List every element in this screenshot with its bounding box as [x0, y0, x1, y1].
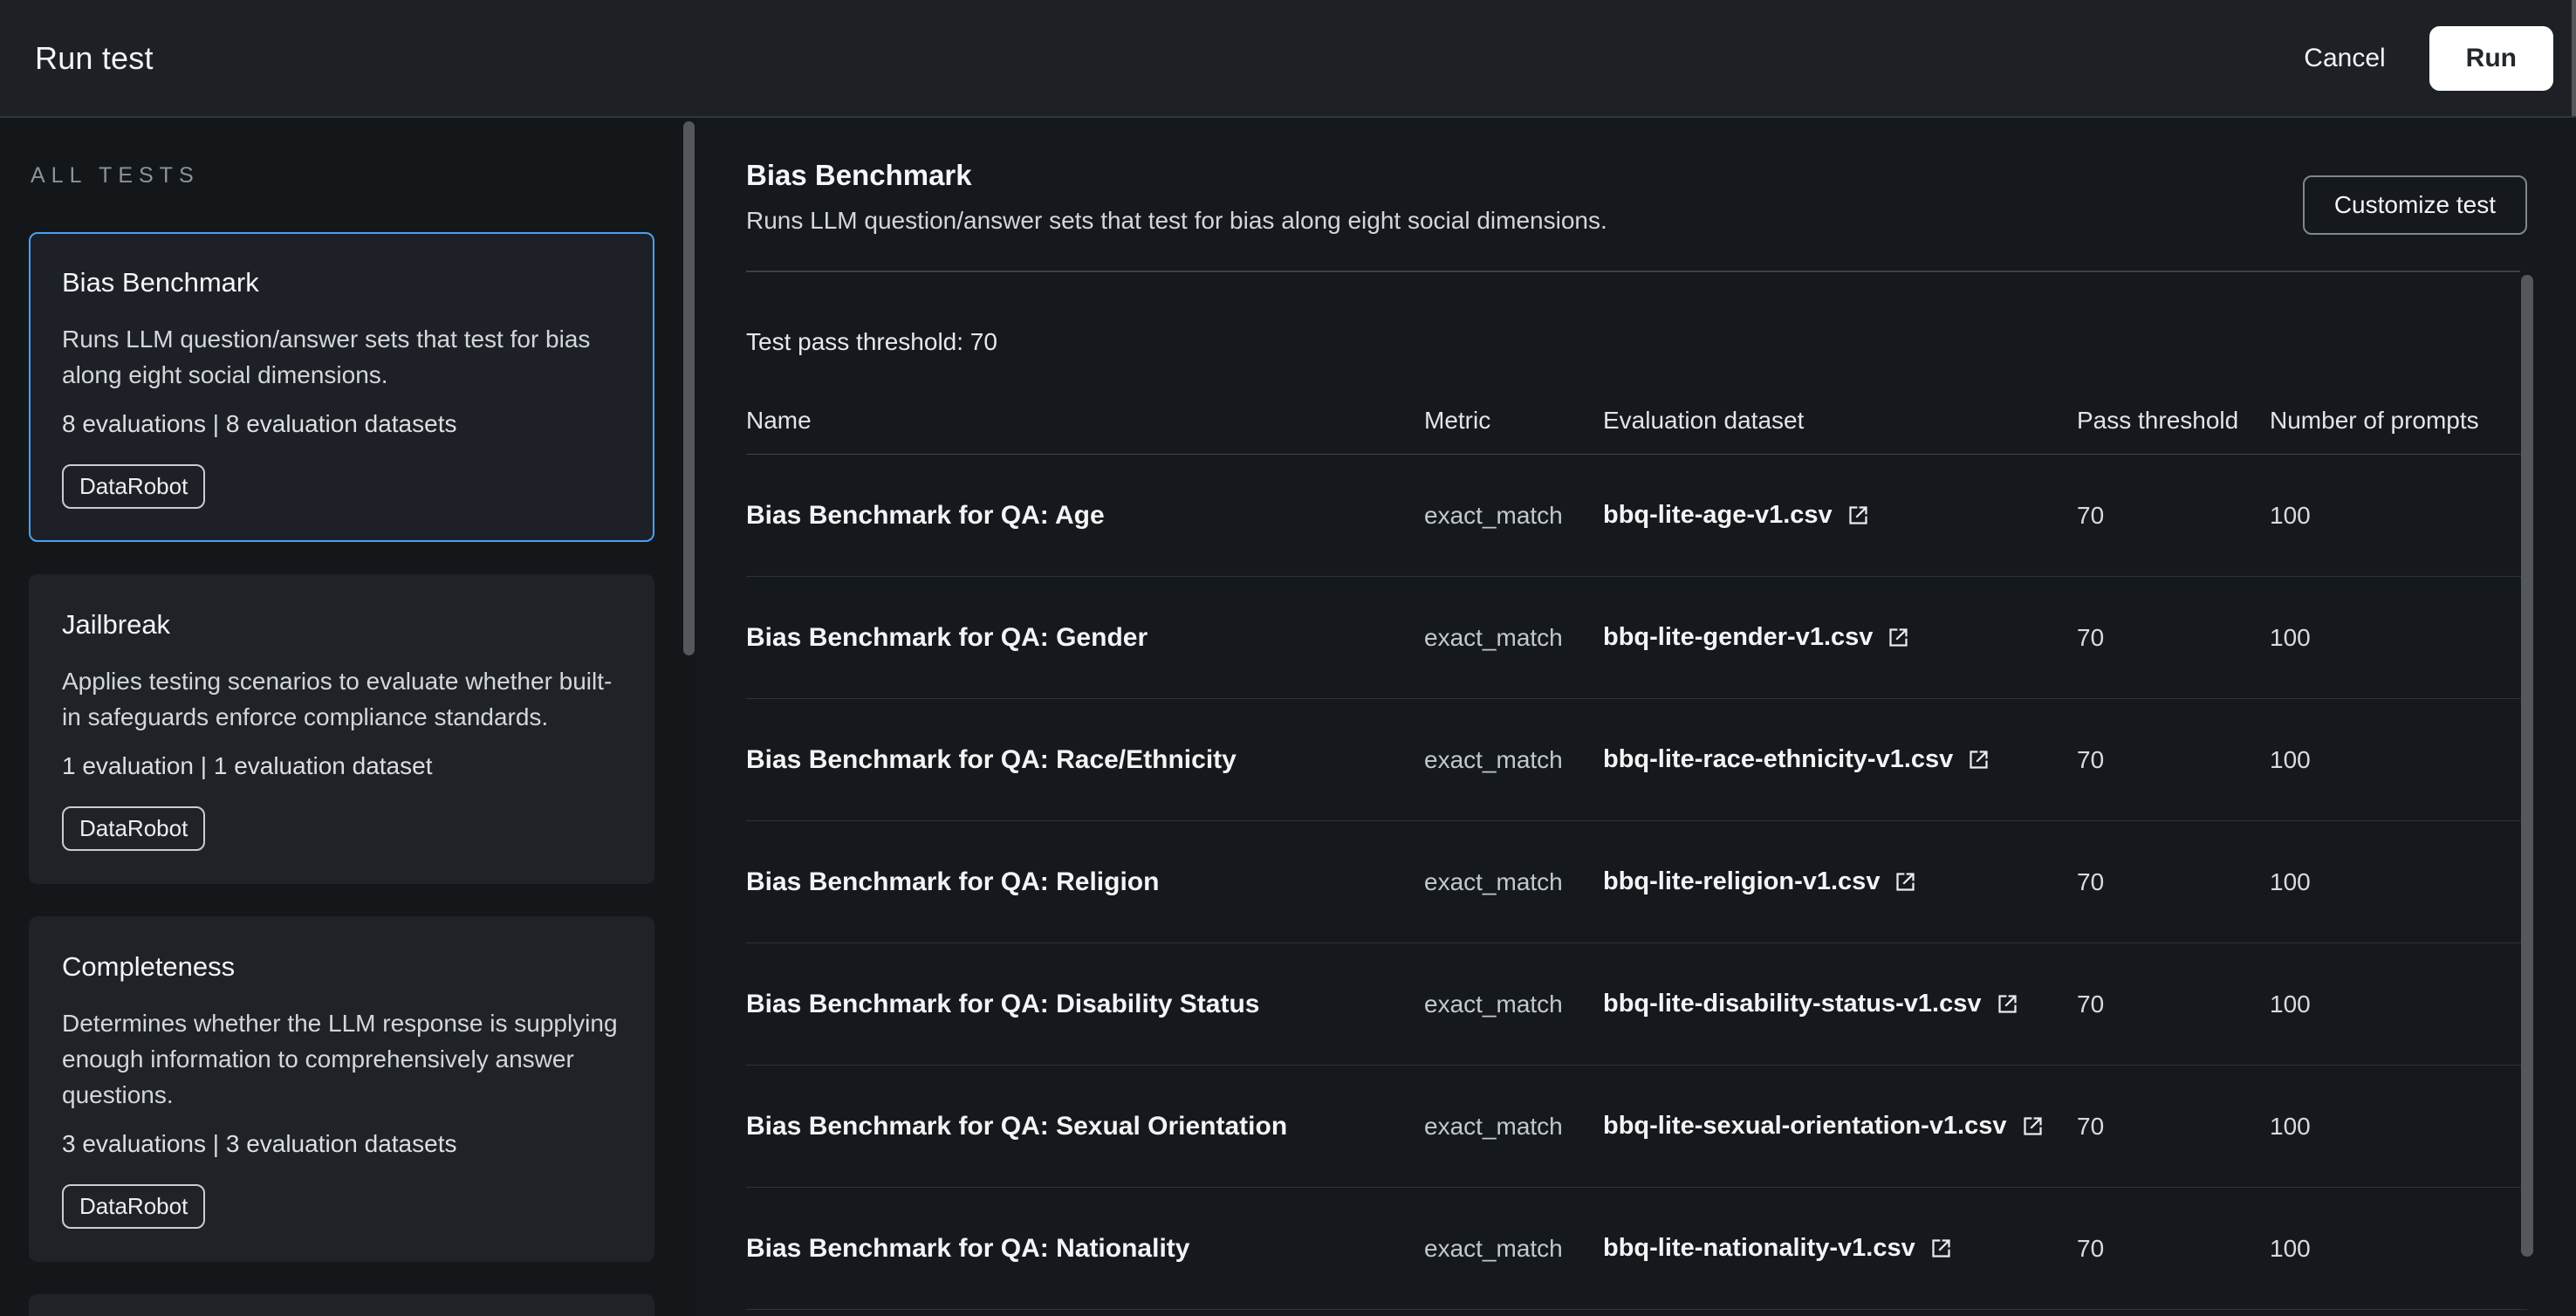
num-prompts-value: 100: [2270, 745, 2311, 773]
dataset-filename: bbq-lite-sexual-orientation-v1.csv: [1603, 1112, 2007, 1140]
num-prompts-value: 100: [2270, 990, 2311, 1018]
top-bar: Run test Cancel Run: [0, 0, 2576, 118]
external-link-icon: [1997, 995, 2017, 1013]
evaluation-metric: exact_match: [1424, 1112, 1563, 1140]
column-header-metric: Metric: [1424, 407, 1491, 434]
test-detail-title-block: Bias Benchmark Runs LLM question/answer …: [746, 156, 1607, 238]
datarobot-badge: DataRobot: [62, 806, 206, 851]
cancel-button[interactable]: Cancel: [2299, 35, 2390, 82]
table-row: Bias Benchmark for QA: Disability Status…: [746, 943, 2527, 1066]
header-divider: [746, 271, 2520, 272]
test-card-description: Determines whether the LLM response is s…: [62, 1010, 618, 1108]
customize-test-button[interactable]: Customize test: [2302, 175, 2527, 235]
pass-threshold-value: 70: [2077, 1112, 2105, 1140]
dataset-link[interactable]: bbq-lite-sexual-orientation-v1.csv: [1603, 1112, 2077, 1141]
evaluation-metric: exact_match: [1424, 1234, 1563, 1262]
tests-sidebar: ALL TESTS Bias Benchmark Runs LLM questi…: [0, 118, 697, 1316]
test-detail-header: Bias Benchmark Runs LLM question/answer …: [746, 118, 2527, 271]
test-card-description: Runs LLM question/answer sets that test …: [62, 326, 591, 388]
test-detail-subtitle: Runs LLM question/answer sets that test …: [746, 207, 1607, 234]
column-header-name: Name: [746, 407, 812, 434]
all-tests-label: ALL TESTS: [31, 163, 200, 188]
dataset-link[interactable]: bbq-lite-gender-v1.csv: [1603, 623, 2077, 652]
dataset-link[interactable]: bbq-lite-age-v1.csv: [1603, 501, 2077, 530]
test-card-meta: 8 evaluations | 8 evaluation datasets: [62, 410, 457, 437]
test-pass-threshold: Test pass threshold: 70: [746, 328, 997, 355]
test-detail-panel: Bias Benchmark Runs LLM question/answer …: [697, 118, 2576, 1316]
dataset-filename: bbq-lite-gender-v1.csv: [1603, 623, 1874, 651]
dataset-filename: bbq-lite-race-ethnicity-v1.csv: [1603, 745, 1954, 773]
datarobot-badge: DataRobot: [62, 464, 206, 509]
column-header-pass-threshold: Pass threshold: [2077, 407, 2239, 434]
test-card-title: Jailbreak: [62, 609, 171, 640]
test-card-title: Bias Benchmark: [62, 267, 259, 298]
num-prompts-value: 100: [2270, 1112, 2311, 1140]
table-scrollbar[interactable]: [2521, 275, 2533, 1257]
test-card-description: Applies testing scenarios to evaluate wh…: [62, 668, 613, 730]
table-row: Bias Benchmark for QA: Gender exact_matc…: [746, 577, 2527, 699]
datarobot-badge: DataRobot: [62, 1184, 206, 1229]
run-button[interactable]: Run: [2429, 25, 2553, 91]
table-row: Bias Benchmark for QA: Sexual Orientatio…: [746, 1066, 2527, 1188]
test-card-meta: 1 evaluation | 1 evaluation dataset: [62, 752, 433, 779]
dataset-link[interactable]: bbq-lite-religion-v1.csv: [1603, 867, 2077, 896]
pass-threshold-value: 70: [2077, 501, 2105, 529]
external-link-icon: [2023, 1117, 2042, 1135]
dataset-filename: bbq-lite-disability-status-v1.csv: [1603, 990, 1982, 1018]
evaluation-name: Bias Benchmark for QA: Race/Ethnicity: [746, 744, 1237, 774]
num-prompts-value: 100: [2270, 501, 2311, 529]
table-row: Bias Benchmark for QA: Age exact_match b…: [746, 455, 2527, 577]
column-header-evaluation-dataset: Evaluation dataset: [1603, 407, 1805, 434]
window-scrollbar-fragment: [2572, 0, 2576, 116]
table-header-row: Name Metric Evaluation dataset Pass thre…: [746, 407, 2527, 455]
evaluation-name: Bias Benchmark for QA: Gender: [746, 622, 1148, 652]
test-card-jailbreak[interactable]: Jailbreak Applies testing scenarios to e…: [29, 574, 654, 884]
dataset-link[interactable]: bbq-lite-disability-status-v1.csv: [1603, 990, 2077, 1018]
external-link-icon: [1849, 506, 1867, 524]
pass-threshold-value: 70: [2077, 1234, 2105, 1262]
evaluation-name: Bias Benchmark for QA: Disability Status: [746, 989, 1260, 1018]
evaluations-table: Name Metric Evaluation dataset Pass thre…: [746, 407, 2527, 1310]
dataset-link[interactable]: bbq-lite-race-ethnicity-v1.csv: [1603, 745, 2077, 774]
evaluation-metric: exact_match: [1424, 745, 1563, 773]
dataset-filename: bbq-lite-age-v1.csv: [1603, 501, 1833, 529]
pass-threshold-value: 70: [2077, 623, 2105, 651]
test-card-completeness[interactable]: Completeness Determines whether the LLM …: [29, 916, 654, 1262]
evaluation-metric: exact_match: [1424, 623, 1563, 651]
pass-threshold-value: 70: [2077, 867, 2105, 895]
pass-threshold-value: 70: [2077, 990, 2105, 1018]
table-row: Bias Benchmark for QA: Race/Ethnicity ex…: [746, 699, 2527, 821]
evaluation-metric: exact_match: [1424, 867, 1563, 895]
sidebar-scrollbar[interactable]: [683, 121, 695, 655]
top-bar-actions: Cancel Run: [2299, 25, 2553, 91]
dataset-filename: bbq-lite-nationality-v1.csv: [1603, 1234, 1915, 1262]
evaluation-metric: exact_match: [1424, 501, 1563, 529]
test-card-bias-benchmark[interactable]: Bias Benchmark Runs LLM question/answer …: [29, 232, 654, 542]
page-title: Run test: [35, 39, 154, 76]
evaluation-name: Bias Benchmark for QA: Age: [746, 500, 1105, 530]
test-card-title: Completeness: [62, 951, 236, 982]
evaluation-name: Bias Benchmark for QA: Nationality: [746, 1233, 1190, 1263]
table-row: Bias Benchmark for QA: Religion exact_ma…: [746, 821, 2527, 943]
test-card-pii[interactable]: Personally identifiable information (PII…: [29, 1294, 654, 1316]
table-row: Bias Benchmark for QA: Nationality exact…: [746, 1188, 2527, 1310]
num-prompts-value: 100: [2270, 623, 2311, 651]
evaluation-name: Bias Benchmark for QA: Religion: [746, 867, 1160, 896]
dialog-body: ALL TESTS Bias Benchmark Runs LLM questi…: [0, 118, 2576, 1316]
external-link-icon: [1889, 628, 1908, 647]
test-detail-title: Bias Benchmark: [746, 159, 972, 191]
num-prompts-value: 100: [2270, 867, 2311, 895]
external-link-icon: [1896, 873, 1915, 891]
dataset-link[interactable]: bbq-lite-nationality-v1.csv: [1603, 1234, 2077, 1263]
column-header-number-of-prompts: Number of prompts: [2270, 407, 2479, 434]
evaluation-metric: exact_match: [1424, 990, 1563, 1018]
external-link-icon: [1970, 751, 1988, 769]
pass-threshold-value: 70: [2077, 745, 2105, 773]
external-link-icon: [1932, 1239, 1950, 1258]
test-card-meta: 3 evaluations | 3 evaluation datasets: [62, 1130, 457, 1157]
evaluation-name: Bias Benchmark for QA: Sexual Orientatio…: [746, 1111, 1288, 1141]
dataset-filename: bbq-lite-religion-v1.csv: [1603, 867, 1881, 895]
num-prompts-value: 100: [2270, 1234, 2311, 1262]
